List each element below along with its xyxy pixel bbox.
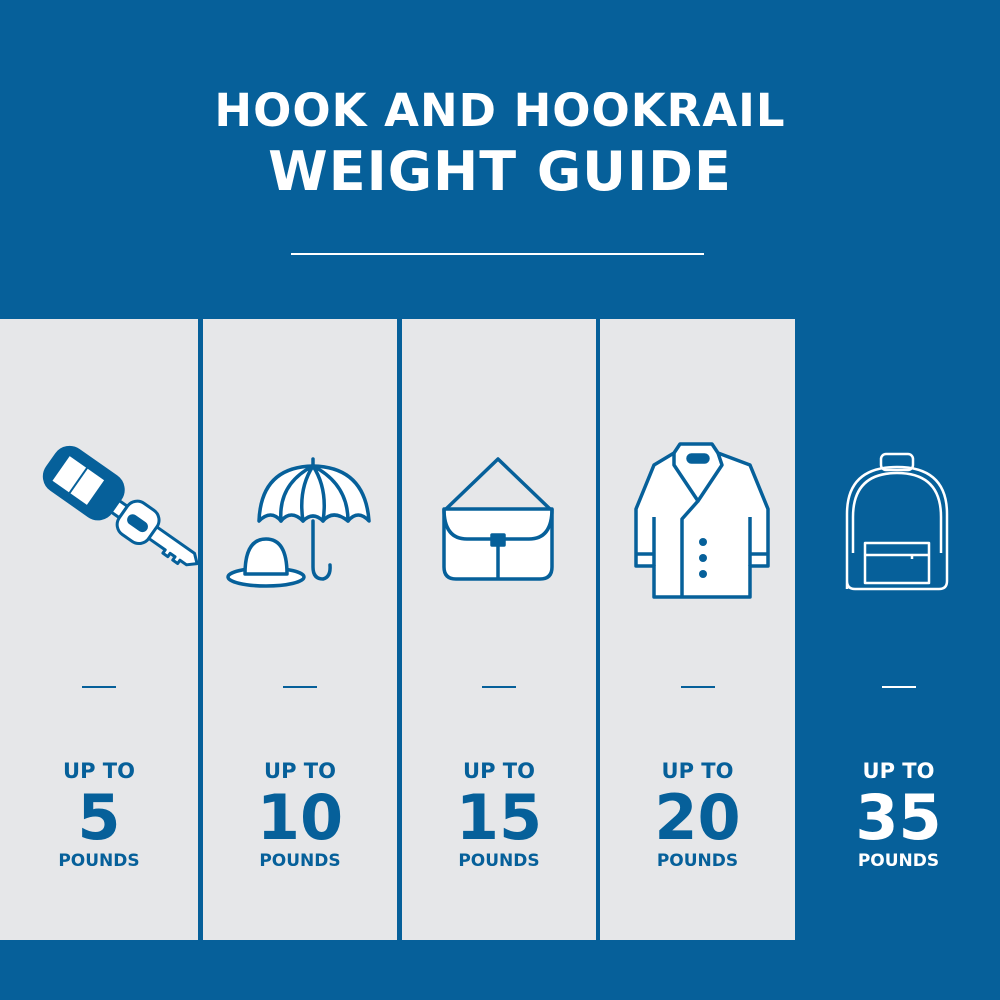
separator-dash (82, 686, 116, 688)
umbrella-and-hat-icon (203, 439, 397, 609)
up-to-label: UP TO (63, 759, 135, 783)
panel-15lb (402, 319, 596, 940)
coat-icon (600, 439, 795, 609)
separator-dash (482, 686, 516, 688)
weight-item-10: UP TO 10 POUNDS (203, 319, 397, 940)
up-to-label: UP TO (661, 759, 734, 783)
title-divider (291, 253, 704, 255)
up-to-label: UP TO (463, 759, 535, 783)
title-line-1: HOOK AND HOOKRAIL (214, 84, 786, 137)
weight-item-35: UP TO 35 POUNDS (797, 319, 1000, 940)
handbag-icon (402, 439, 596, 609)
unit-label: POUNDS (58, 851, 140, 871)
car-key-icon (0, 439, 199, 609)
separator-dash (680, 686, 715, 688)
weight-value: 35 (855, 781, 942, 854)
title-line-2: WEIGHT GUIDE (268, 140, 732, 203)
up-to-label: UP TO (264, 759, 336, 783)
weight-item-5: UP TO 5 POUNDS (0, 319, 199, 940)
panel-20lb (600, 319, 795, 940)
weight-item-15: UP TO 15 POUNDS (402, 319, 596, 940)
separator-dash (881, 686, 916, 688)
backpack-icon (797, 439, 1000, 609)
weight-value: 20 (654, 781, 741, 854)
weight-value: 10 (256, 781, 344, 854)
weight-value: 5 (77, 781, 121, 854)
up-to-label: UP TO (862, 759, 935, 783)
panel-10lb (203, 319, 397, 940)
separator-dash (283, 686, 317, 688)
panel-5lb (0, 319, 198, 940)
unit-label: POUNDS (259, 851, 341, 871)
unit-label: POUNDS (458, 851, 540, 871)
unit-label: POUNDS (656, 851, 739, 871)
weight-value: 15 (455, 781, 543, 854)
unit-label: POUNDS (857, 851, 940, 871)
weight-item-20: UP TO 20 POUNDS (600, 319, 795, 940)
